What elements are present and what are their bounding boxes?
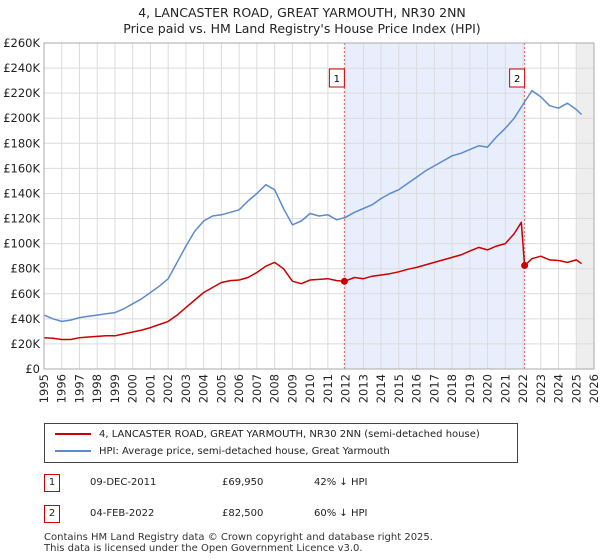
y-tick-label: £200K xyxy=(3,111,40,125)
x-tick-label: 2010 xyxy=(303,374,317,403)
x-tick-label: 2013 xyxy=(356,374,370,403)
y-tick-label: £80K xyxy=(11,262,41,276)
plot-border xyxy=(43,42,595,370)
x-tick-label: 2020 xyxy=(481,374,495,403)
x-tick-label: 2012 xyxy=(339,374,353,403)
x-tick-label: 2016 xyxy=(410,374,424,403)
shaded-region xyxy=(576,43,594,369)
x-tick-label: 2006 xyxy=(232,374,246,403)
transaction-hpi-diff: 42% ↓ HPI xyxy=(314,477,368,488)
event-label-box xyxy=(509,68,526,88)
x-tick-label: 2024 xyxy=(552,374,566,403)
legend-line-blue xyxy=(55,450,91,452)
x-tick-label: 2005 xyxy=(214,374,228,403)
x-tick-label: 2002 xyxy=(161,374,175,403)
x-tick-label: 1997 xyxy=(72,374,86,403)
y-tick-label: £20K xyxy=(11,337,41,351)
footer-copyright: Contains HM Land Registry data © Crown c… xyxy=(44,532,433,543)
sale-point xyxy=(340,277,348,285)
legend-line-red xyxy=(55,433,91,435)
x-tick-label: 1996 xyxy=(55,374,69,403)
transaction-date: 04-FEB-2022 xyxy=(90,508,155,519)
y-tick-label: £180K xyxy=(3,136,40,150)
x-tick-label: 2003 xyxy=(179,374,193,403)
transaction-hpi-diff: 60% ↓ HPI xyxy=(314,508,368,519)
footer-licence: This data is licensed under the Open Gov… xyxy=(44,543,363,554)
legend-label-property: 4, LANCASTER ROAD, GREAT YARMOUTH, NR30 … xyxy=(99,429,480,440)
x-tick-label: 2009 xyxy=(285,374,299,403)
y-tick-label: £60K xyxy=(11,287,41,301)
x-tick-label: 2008 xyxy=(268,374,282,403)
x-tick-label: 2004 xyxy=(197,374,211,403)
plot-area: £0 £20K £40K £60K £80K £100K £120K £140K £160K £1… xyxy=(3,36,600,403)
x-tick-label: 2021 xyxy=(498,374,512,403)
chart-title: 4, LANCASTER ROAD, GREAT YARMOUTH, NR30 … xyxy=(138,5,466,20)
transaction-price: £82,500 xyxy=(222,508,264,519)
y-tick-label: £140K xyxy=(3,186,40,200)
event-label: 1 xyxy=(334,74,340,85)
legend-label-hpi: HPI: Average price, semi-detached house,… xyxy=(99,446,390,457)
y-tick-label: £0 xyxy=(25,362,40,376)
x-tick-label: 2019 xyxy=(463,374,477,403)
x-tick-label: 2018 xyxy=(445,374,459,403)
legend-item-property: 4, LANCASTER ROAD, GREAT YARMOUTH, NR30 … xyxy=(55,427,480,443)
y-tick-label: £260K xyxy=(3,36,40,50)
price-chart: 4, LANCASTER ROAD, GREAT YARMOUTH, NR30 … xyxy=(3,5,600,403)
x-tick-label: 1998 xyxy=(90,374,104,403)
sale-point xyxy=(521,262,529,270)
chart-subtitle: Price paid vs. HM Land Registry's House … xyxy=(123,21,480,36)
x-tick-label: 1995 xyxy=(37,374,51,403)
x-tick-label: 2014 xyxy=(374,374,388,403)
x-tick-label: 2015 xyxy=(392,374,406,403)
x-tick-label: 2011 xyxy=(321,374,335,403)
x-tick-label: 2025 xyxy=(569,374,583,403)
x-tick-label: 2007 xyxy=(250,374,264,403)
y-tick-label: £120K xyxy=(3,212,40,226)
x-tick-label: 1999 xyxy=(108,374,122,403)
transaction-badge: 2 xyxy=(44,505,60,523)
x-tick-label: 2001 xyxy=(143,374,157,403)
x-tick-label: 2022 xyxy=(516,374,530,403)
transaction-badge: 1 xyxy=(44,474,60,492)
x-tick-label: 2017 xyxy=(427,374,441,403)
transaction-price: £69,950 xyxy=(222,477,264,488)
legend: 4, LANCASTER ROAD, GREAT YARMOUTH, NR30 … xyxy=(44,423,518,463)
y-tick-label: £240K xyxy=(3,61,40,75)
event-label-box xyxy=(328,68,345,88)
event-label: 2 xyxy=(514,74,520,85)
x-tick-label: 2026 xyxy=(587,374,600,403)
y-tick-label: £40K xyxy=(11,312,41,326)
transaction-date: 09-DEC-2011 xyxy=(90,477,157,488)
x-tick-label: 2023 xyxy=(534,374,548,403)
x-tick-label: 2000 xyxy=(126,374,140,403)
y-tick-label: £160K xyxy=(3,161,40,175)
legend-item-hpi: HPI: Average price, semi-detached house,… xyxy=(55,444,390,460)
y-tick-label: £220K xyxy=(3,86,40,100)
series-line xyxy=(43,221,583,341)
y-tick-label: £100K xyxy=(3,237,40,251)
series-line xyxy=(43,89,583,323)
footer: Contains HM Land Registry data © Crown c… xyxy=(44,532,433,554)
